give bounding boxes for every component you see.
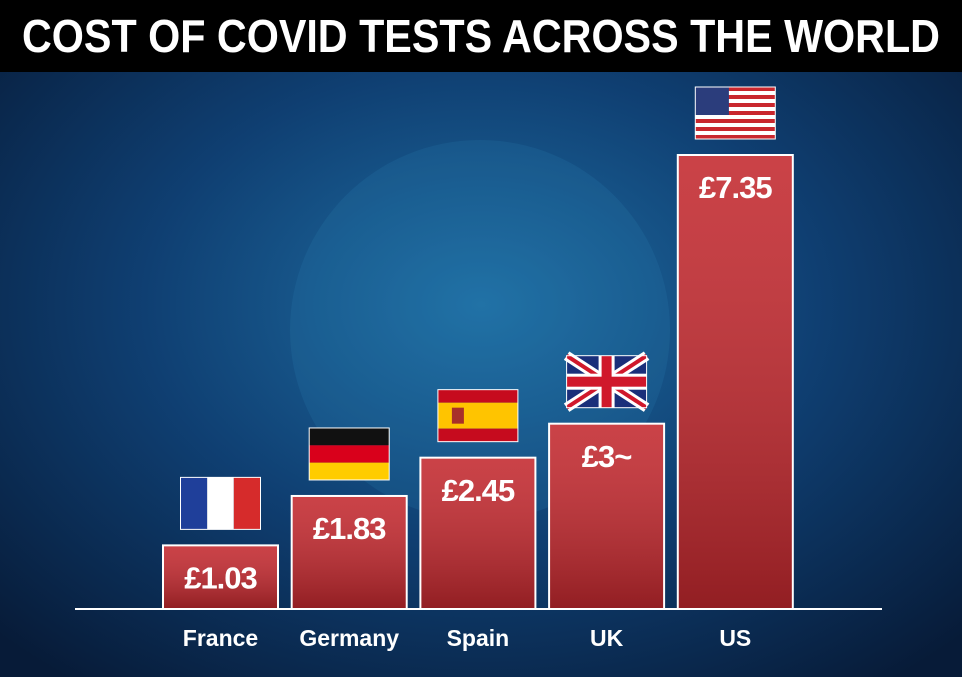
flag-part: [566, 376, 647, 387]
x-tick-label: UK: [590, 625, 624, 651]
flag-part: [309, 427, 390, 446]
flag-part: [309, 445, 390, 463]
flag-part: [180, 477, 208, 530]
value-label: £7.35: [699, 170, 772, 205]
flag-part: [695, 127, 776, 132]
flag-part: [695, 123, 776, 128]
flag-part: [695, 111, 776, 116]
flag-outline: [566, 355, 648, 409]
bar-shade: [421, 458, 535, 608]
flag-part: [451, 407, 464, 424]
flag-part: [695, 99, 776, 104]
flag-part: [309, 462, 390, 480]
value-label: £2.45: [442, 473, 515, 508]
value-label: £1.03: [184, 561, 257, 596]
flag-part: [695, 95, 776, 100]
flag: [563, 351, 650, 412]
flag-outline: [180, 476, 261, 530]
flag-part: [695, 87, 729, 115]
title-banner: [0, 0, 962, 72]
flag-part: [437, 428, 518, 442]
value-label: £3~: [582, 439, 632, 474]
flag-part: [695, 103, 776, 108]
flag-part: [233, 477, 261, 530]
flag-part: [695, 119, 776, 124]
flag-part: [695, 115, 776, 120]
x-tick-label: France: [183, 625, 258, 651]
flag-part: [437, 389, 518, 403]
flag: [308, 427, 390, 481]
bar-shade: [550, 424, 664, 608]
flag-part: [437, 402, 518, 429]
bar-shade: [164, 546, 277, 608]
flag: [437, 389, 519, 443]
x-tick-label: US: [719, 625, 751, 651]
value-label: £1.83: [313, 511, 386, 546]
flag-part: [695, 87, 776, 92]
flag-outline: [437, 389, 519, 443]
flag-outline: [694, 86, 776, 140]
bar-shade: [678, 156, 792, 608]
flag: [180, 476, 261, 530]
flag-outline: [308, 427, 390, 481]
flag-part: [695, 131, 776, 136]
x-tick-label: Spain: [447, 625, 510, 651]
bar-shade: [292, 496, 406, 608]
flag-part: [695, 107, 776, 112]
flag-part: [695, 91, 776, 96]
flag-part: [207, 477, 234, 530]
flag: [694, 86, 776, 140]
chart-title: COST OF COVID TESTS ACROSS THE WORLD: [22, 10, 940, 62]
flag-part: [695, 135, 776, 140]
x-tick-label: Germany: [299, 625, 399, 651]
